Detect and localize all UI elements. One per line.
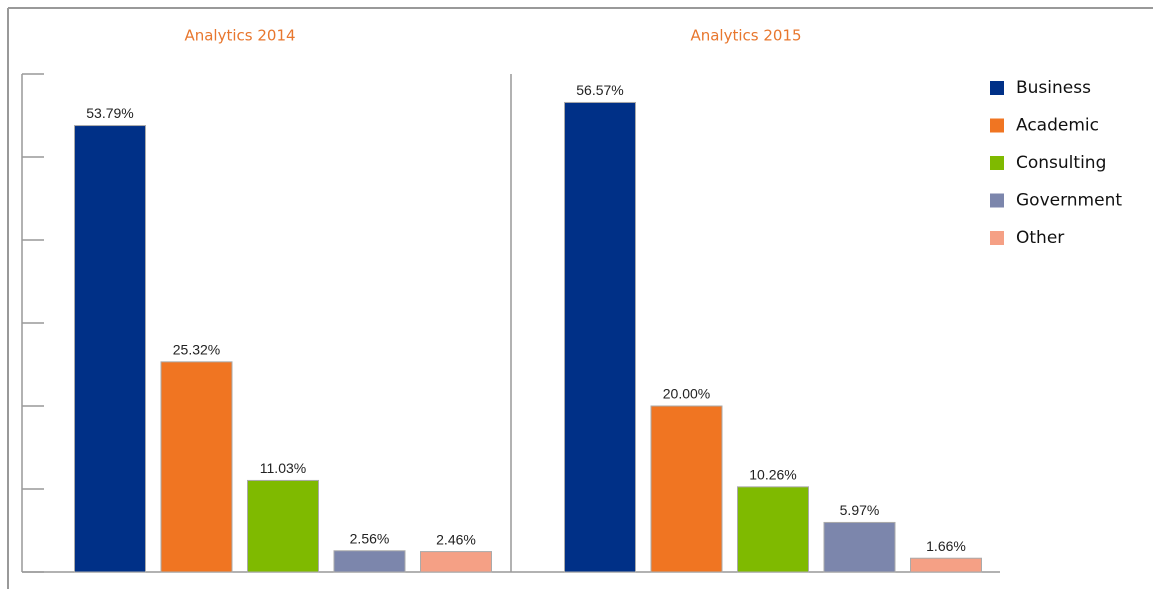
- value-label: 5.97%: [840, 502, 880, 518]
- bar: [564, 101, 636, 573]
- value-label: 20.00%: [663, 386, 710, 402]
- legend-swatch: [990, 81, 1004, 95]
- legend-label: Academic: [1016, 116, 1099, 136]
- value-label: 56.57%: [576, 82, 623, 98]
- value-label: 2.56%: [350, 530, 390, 546]
- value-label: 25.32%: [173, 342, 220, 358]
- legend-swatch: [990, 193, 1004, 208]
- bar: [333, 550, 406, 573]
- legend-label: Consulting: [1016, 153, 1106, 173]
- legend-label: Business: [1016, 78, 1091, 98]
- legend-swatch: [990, 118, 1004, 133]
- legend-swatch: [990, 231, 1004, 245]
- chart-title: Analytics 2015: [690, 27, 801, 45]
- value-label: 2.46%: [436, 531, 476, 547]
- bar: [420, 551, 492, 573]
- legend-label: Government: [1016, 191, 1122, 211]
- bar: [823, 521, 896, 573]
- value-label: 53.79%: [86, 105, 133, 121]
- value-label: 11.03%: [260, 460, 306, 476]
- bar: [74, 125, 146, 573]
- bar: [737, 486, 809, 573]
- bar: [650, 405, 723, 573]
- chart-title: Analytics 2014: [184, 27, 295, 45]
- value-label: 10.26%: [749, 467, 796, 483]
- value-label: 1.66%: [926, 538, 966, 554]
- bar: [160, 361, 233, 573]
- bar: [247, 479, 319, 573]
- legend-swatch: [990, 156, 1004, 170]
- bar: [910, 557, 982, 573]
- legend-label: Other: [1016, 228, 1064, 248]
